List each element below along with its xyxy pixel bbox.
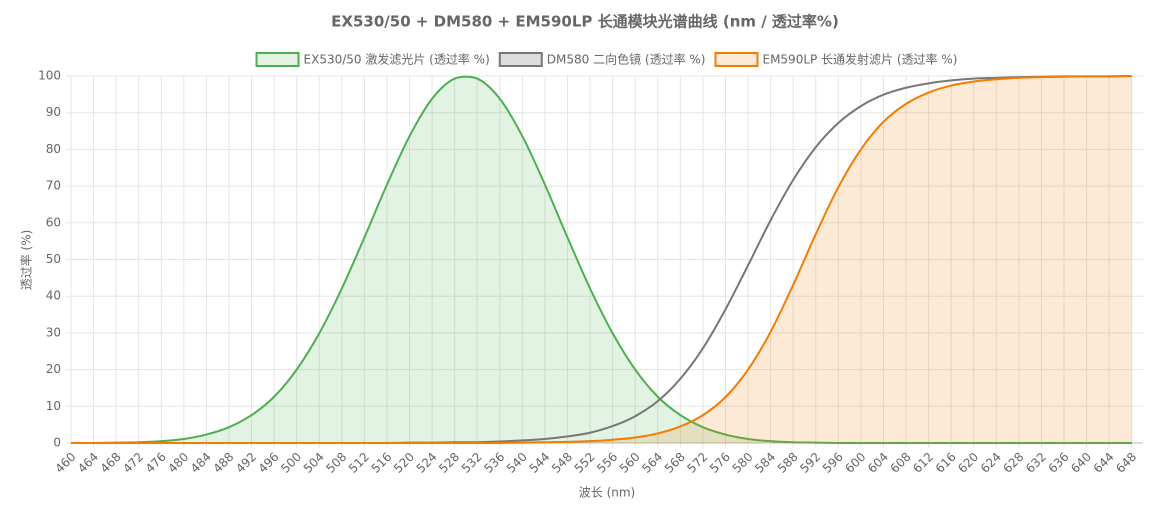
x-tick-label: 484 [188,450,214,476]
x-tick-label: 644 [1091,450,1117,476]
legend-label: DM580 二向色镜 (透过率 %) [547,52,706,67]
x-tick-label: 636 [1046,450,1072,476]
x-tick-label: 624 [978,450,1004,476]
x-tick-label: 596 [820,450,846,476]
area [71,76,1132,443]
legend-label: EX530/50 激发滤光片 (透过率 %) [304,52,490,67]
y-tick-label: 60 [46,215,61,229]
x-tick-label: 600 [842,450,868,476]
x-tick-label: 540 [504,450,530,476]
legend-swatch [255,52,300,67]
x-tick-label: 556 [594,450,620,476]
x-tick-label: 520 [391,450,417,476]
x-tick-label: 500 [278,450,304,476]
x-tick-label: 620 [955,450,981,476]
x-tick-label: 480 [165,450,191,476]
y-tick-label: 90 [46,105,61,119]
x-tick-label: 568 [662,450,688,476]
x-tick-label: 584 [752,450,778,476]
y-tick-label: 0 [53,436,61,450]
area [71,76,1132,444]
x-tick-label: 592 [797,450,823,476]
x-tick-label: 612 [910,450,936,476]
x-tick-label: 632 [1023,450,1049,476]
x-tick-label: 640 [1068,450,1094,476]
chart-title: EX530/50 + DM580 + EM590LP 长通模块光谱曲线 (nm … [331,13,839,31]
x-tick-label: 464 [75,450,101,476]
y-tick-label: 70 [46,179,61,193]
x-tick-label: 492 [233,450,259,476]
line [71,75,1132,444]
x-tick-label: 560 [617,450,643,476]
x-tick-label: 532 [459,450,485,476]
y-tick-label: 40 [46,289,61,303]
x-tick-label: 504 [301,450,327,476]
legend-swatch [498,52,543,67]
line [71,75,1132,444]
y-axis-label: 透过率 (%) [19,230,34,291]
y-tick-label: 100 [38,69,61,83]
y-tick-label: 10 [46,399,61,413]
x-tick-label: 648 [1113,450,1139,476]
x-tick-label: 544 [526,450,552,476]
x-tick-label: 472 [120,450,146,476]
y-tick-label: 80 [46,142,61,156]
x-tick-label: 468 [98,450,124,476]
x-tick-label: 476 [143,450,169,476]
legend-swatch [714,52,759,67]
x-tick-label: 564 [639,450,665,476]
x-tick-label: 572 [684,450,710,476]
y-tick-label: 20 [46,362,61,376]
x-tick-label: 508 [323,450,349,476]
x-tick-label: 496 [256,450,282,476]
x-tick-label: 488 [210,450,236,476]
x-axis-label: 波长 (nm) [579,486,635,500]
x-tick-label: 460 [52,450,78,476]
y-tick-label: 30 [46,325,61,339]
x-tick-label: 516 [368,450,394,476]
x-tick-label: 528 [436,450,462,476]
legend-label: EM590LP 长通发射滤片 (透过率 %) [762,52,957,67]
x-tick-label: 536 [481,450,507,476]
x-tick-label: 512 [346,450,372,476]
x-tick-label: 588 [775,450,801,476]
x-tick-label: 604 [865,450,891,476]
x-tick-label: 576 [707,450,733,476]
x-tick-label: 552 [572,450,598,476]
x-tick-label: 616 [933,450,959,476]
x-tick-label: 628 [1000,450,1026,476]
x-tick-label: 548 [549,450,575,476]
x-tick-label: 608 [888,450,914,476]
x-tick-label: 580 [730,450,756,476]
x-tick-label: 524 [414,450,440,476]
y-tick-label: 50 [46,252,61,266]
